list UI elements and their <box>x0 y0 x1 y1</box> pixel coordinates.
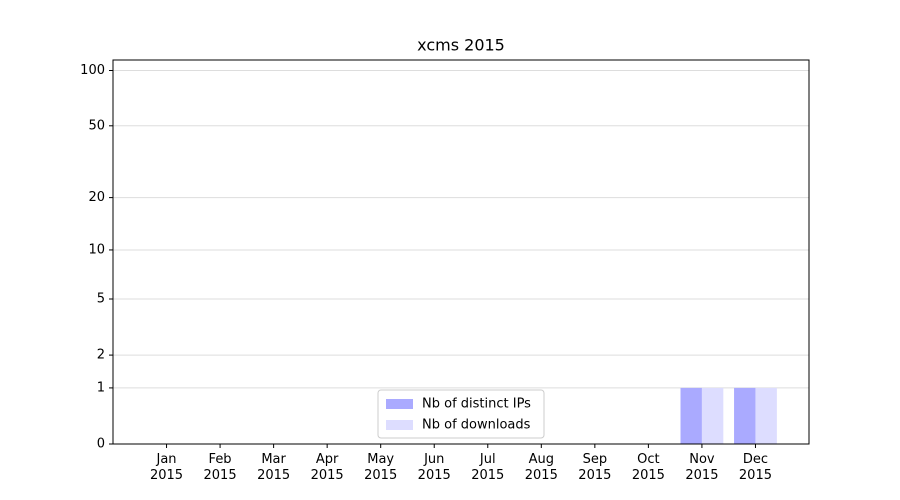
legend-swatch <box>386 399 413 409</box>
y-tick-label: 1 <box>97 380 105 395</box>
x-tick-label: Aug 2015 <box>524 452 558 483</box>
bar <box>734 387 756 444</box>
legend-swatch <box>386 420 413 430</box>
bar <box>680 387 702 444</box>
y-tick-label: 5 <box>97 291 105 306</box>
y-tick-label: 10 <box>88 242 105 257</box>
plot-frame <box>112 59 810 445</box>
x-tick-label: Jan 2015 <box>149 452 184 483</box>
x-tick-label: Mar 2015 <box>257 452 291 483</box>
x-tick-label: Nov 2015 <box>685 452 719 483</box>
y-tick-label: 100 <box>80 63 105 78</box>
x-tick-label: Jun 2015 <box>417 452 451 483</box>
x-tick-label: Feb 2015 <box>203 452 237 483</box>
y-tick-label: 0 <box>97 437 105 452</box>
x-tick-label: Oct 2015 <box>631 452 665 483</box>
x-tick-label: Sep 2015 <box>578 452 612 483</box>
x-tick-label: Jul 2015 <box>471 452 505 483</box>
bar <box>755 387 777 444</box>
x-tick-label: Apr 2015 <box>310 452 344 483</box>
y-tick-label: 2 <box>97 348 105 363</box>
y-tick-label: 20 <box>88 190 105 205</box>
bar <box>701 387 724 444</box>
legend-label: Nb of distinct IPs <box>422 397 531 412</box>
legend-box <box>377 389 545 439</box>
y-tick-label: 50 <box>88 118 105 133</box>
x-tick-label: Dec 2015 <box>738 452 772 483</box>
chart-title: xcms 2015 <box>417 36 505 55</box>
x-tick-label: May 2015 <box>364 452 398 483</box>
legend-label: Nb of downloads <box>422 418 531 433</box>
